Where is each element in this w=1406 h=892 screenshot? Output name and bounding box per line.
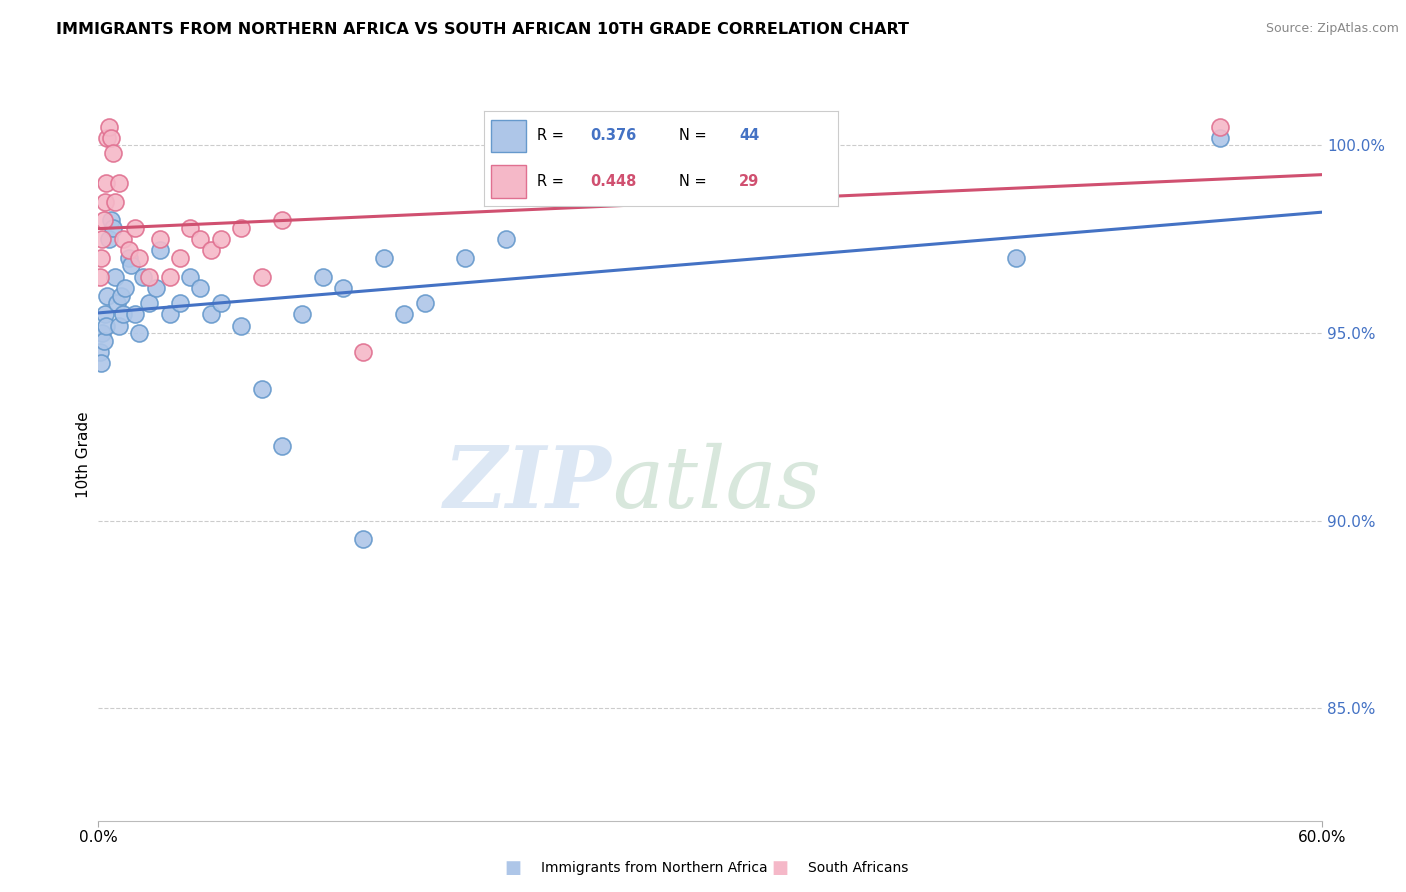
Text: Immigrants from Northern Africa: Immigrants from Northern Africa [541,861,768,875]
Point [138,269,160,284]
Point [159,307,181,321]
Point [96,131,118,145]
Point [124,307,146,321]
Point [132,269,155,284]
Point [312,269,335,284]
Text: South Africans: South Africans [808,861,908,875]
Point [111,307,134,321]
Point [200,244,222,258]
Point [101,145,124,160]
Point [179,221,201,235]
Point [145,281,167,295]
Point [138,296,160,310]
Point [118,244,141,258]
Point [90,251,112,265]
Point [209,296,232,310]
Point [169,296,191,310]
Y-axis label: 10th Grade: 10th Grade [76,411,91,499]
Point [114,281,136,295]
Point [105,296,128,310]
Point [124,221,146,235]
Point [96,288,118,302]
Point [93,334,115,348]
Point [111,232,134,246]
Point [89,344,111,359]
Point [1208,120,1232,134]
Point [108,176,131,190]
Point [270,213,294,227]
Point [118,251,141,265]
Point [93,213,115,227]
Point [128,326,150,340]
Point [352,344,374,359]
Text: ■: ■ [772,859,789,877]
Point [250,269,273,284]
Point [93,194,115,209]
Point [89,269,111,284]
Text: Source: ZipAtlas.com: Source: ZipAtlas.com [1265,22,1399,36]
Point [110,288,132,302]
Text: ■: ■ [505,859,522,877]
Point [149,232,172,246]
Point [1004,251,1026,265]
Point [104,194,127,209]
Point [94,318,117,333]
Text: ZIP: ZIP [444,442,612,526]
Point [104,269,127,284]
Point [413,296,436,310]
Point [108,318,131,333]
Point [188,281,212,295]
Point [97,120,120,134]
Point [179,269,201,284]
Point [291,307,314,321]
Point [332,281,354,295]
Point [454,251,477,265]
Point [188,232,212,246]
Point [94,176,117,190]
Point [209,232,232,246]
Point [373,251,395,265]
Point [495,232,517,246]
Point [100,213,122,227]
Point [231,221,253,235]
Point [97,232,120,246]
Point [352,533,374,547]
Point [159,269,181,284]
Point [200,307,222,321]
Point [93,307,115,321]
Point [120,259,142,273]
Point [128,251,150,265]
Point [392,307,416,321]
Point [169,251,191,265]
Point [91,326,114,340]
Text: IMMIGRANTS FROM NORTHERN AFRICA VS SOUTH AFRICAN 10TH GRADE CORRELATION CHART: IMMIGRANTS FROM NORTHERN AFRICA VS SOUTH… [56,22,910,37]
Point [231,318,253,333]
Point [91,232,114,246]
Point [1208,131,1232,145]
Point [90,356,112,370]
Text: atlas: atlas [612,442,821,525]
Point [149,244,172,258]
Point [101,221,124,235]
Point [250,382,273,396]
Point [100,131,122,145]
Point [270,438,294,452]
